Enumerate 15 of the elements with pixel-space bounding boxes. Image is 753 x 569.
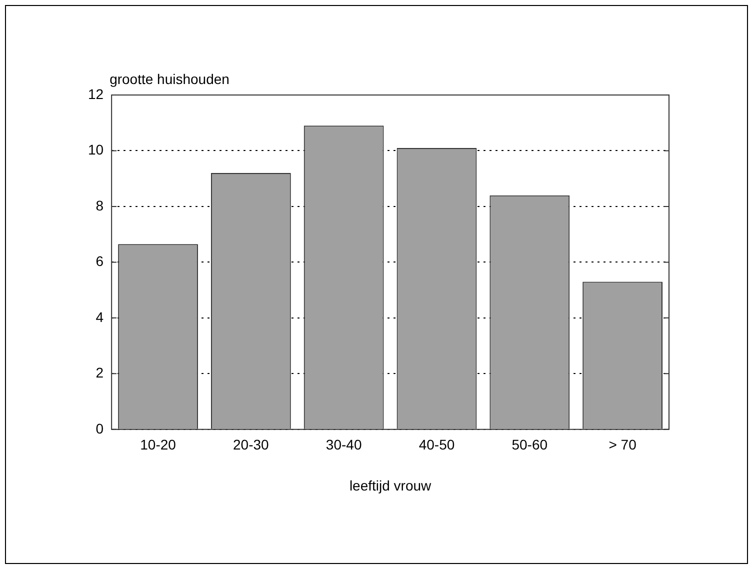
x-axis-title: leeftijd vrouw [349,477,432,494]
y-tick-label: 6 [96,253,104,270]
x-tick-label: 20-30 [233,436,270,453]
y-axis-title: grootte huishouden [110,70,230,87]
x-tick-label: 30-40 [326,436,362,453]
y-tick-label: 2 [96,364,104,381]
y-tick-label: 0 [96,420,104,436]
y-tick-label: 10 [88,142,104,158]
x-tick-label: > 70 [608,436,637,453]
x-tick-label: 50-60 [512,436,548,453]
y-tick-label: 12 [88,86,104,102]
y-tick-label: 4 [96,308,104,325]
x-tick-label: 40-50 [418,436,455,453]
x-tick-label: 10-20 [140,436,176,453]
y-tick-label: 8 [96,197,104,214]
